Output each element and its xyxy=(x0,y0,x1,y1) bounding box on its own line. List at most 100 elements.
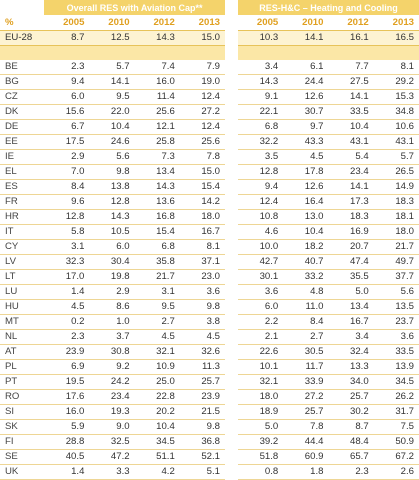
cell-value: 14.1 xyxy=(328,89,374,105)
cell-value: 4.2 xyxy=(134,464,180,480)
cell-value: 1.0 xyxy=(89,314,135,330)
cell-value: 4.5 xyxy=(179,329,226,345)
cell-value: 3.7 xyxy=(89,329,135,345)
cell-value: 9.2 xyxy=(89,359,135,375)
cell-value: 18.1 xyxy=(373,209,419,225)
country-row: RO 17.6 23.4 22.8 23.9 18.0 27.2 25.7 26.2 xyxy=(0,389,419,405)
cell-value: 37.7 xyxy=(373,269,419,285)
cell-value: 18.0 xyxy=(373,224,419,240)
country-row: SI 16.0 19.3 20.2 21.5 18.9 25.7 30.2 31.7 xyxy=(0,404,419,420)
country-label: FI xyxy=(0,434,45,450)
cell-value: 26.5 xyxy=(373,164,419,180)
cell-value: 12.4 xyxy=(179,119,226,135)
cell-value: 17.5 xyxy=(44,134,90,150)
group-header-row: Overall RES with Aviation Cap** RES-H&C … xyxy=(0,0,419,15)
cell-value: 32.6 xyxy=(179,344,226,360)
cell-value: 21.7 xyxy=(373,239,419,255)
cell-value: 8.6 xyxy=(89,299,135,315)
cell-value: 20.7 xyxy=(328,239,374,255)
cell-value: 6.0 xyxy=(238,299,284,315)
cell-value: 10.8 xyxy=(238,209,284,225)
cell-value: 32.2 xyxy=(238,134,284,150)
cell-value: 6.7 xyxy=(44,119,90,135)
cell-value: 60.9 xyxy=(283,449,329,465)
cell-value: 2.3 xyxy=(44,60,90,75)
cell-value: 4.8 xyxy=(283,284,329,300)
country-row: HR 12.8 14.3 16.8 18.0 10.8 13.0 18.3 18.1 xyxy=(0,209,419,225)
cell-value: 3.1 xyxy=(44,239,90,255)
cell-value: 10.4 xyxy=(283,224,329,240)
cell-value: 16.9 xyxy=(328,224,374,240)
cell-value: 2.6 xyxy=(373,464,419,480)
cell-value: 27.2 xyxy=(179,104,226,120)
cell-value: 8.1 xyxy=(179,239,226,255)
cell-value: 15.0 xyxy=(179,164,226,180)
country-label: BE xyxy=(0,60,45,75)
year-header: 2012 xyxy=(328,15,374,31)
year-header: 2013 xyxy=(373,15,419,31)
cell-value: 14.2 xyxy=(179,194,226,210)
cell-value: 17.0 xyxy=(44,269,90,285)
country-row: EL 7.0 9.8 13.4 15.0 12.8 17.8 23.4 26.5 xyxy=(0,164,419,180)
cell-value: 19.5 xyxy=(44,374,90,390)
country-label: CY xyxy=(0,239,45,255)
cell-value: 0.8 xyxy=(238,464,284,480)
cell-value: 9.4 xyxy=(238,179,284,195)
cell-value: 34.5 xyxy=(373,374,419,390)
cell-value: 33.9 xyxy=(283,374,329,390)
cell-value: 7.8 xyxy=(179,149,226,165)
cell-value: 15.0 xyxy=(179,30,226,46)
country-row: LT 17.0 19.8 21.7 23.0 30.1 33.2 35.5 37.7 xyxy=(0,269,419,285)
country-row: FR 9.6 12.8 13.6 14.2 12.4 16.4 17.3 18.3 xyxy=(0,194,419,210)
cell-value: 5.0 xyxy=(238,419,284,435)
cell-value: 10.5 xyxy=(89,224,135,240)
cell-value: 25.7 xyxy=(179,374,226,390)
cell-value: 2.9 xyxy=(89,284,135,300)
cell-value: 43.1 xyxy=(328,134,374,150)
cell-value: 3.4 xyxy=(328,329,374,345)
cell-value: 10.0 xyxy=(238,239,284,255)
cell-value: 25.0 xyxy=(134,374,180,390)
cell-value: 50.9 xyxy=(373,434,419,450)
country-row: MT 0.2 1.0 2.7 3.8 2.2 8.4 16.7 23.7 xyxy=(0,314,419,330)
cell-value: 14.1 xyxy=(328,179,374,195)
cell-value: 35.5 xyxy=(328,269,374,285)
cell-value: 52.1 xyxy=(179,449,226,465)
cell-value: 22.6 xyxy=(238,344,284,360)
cell-value: 19.0 xyxy=(179,74,226,90)
country-label: LV xyxy=(0,254,45,270)
cell-value: 15.3 xyxy=(373,89,419,105)
group-header-res-hc: RES-H&C – Heating and Cooling xyxy=(238,0,419,15)
country-label: EE xyxy=(0,134,45,150)
country-row: IE 2.9 5.6 7.3 7.8 3.5 4.5 5.4 5.7 xyxy=(0,149,419,165)
cell-value: 31.7 xyxy=(373,404,419,420)
cell-value: 28.8 xyxy=(44,434,90,450)
cell-value: 27.2 xyxy=(283,389,329,405)
cell-value: 7.9 xyxy=(179,60,226,75)
cell-value: 10.1 xyxy=(238,359,284,375)
cell-value: 21.7 xyxy=(134,269,180,285)
cell-value: 14.3 xyxy=(134,179,180,195)
cell-value: 13.0 xyxy=(283,209,329,225)
group-header-overall-res: Overall RES with Aviation Cap** xyxy=(44,0,226,15)
cell-value: 19.8 xyxy=(89,269,135,285)
cell-value: 48.4 xyxy=(328,434,374,450)
cell-value: 13.4 xyxy=(134,164,180,180)
cell-value: 30.7 xyxy=(283,104,329,120)
cell-value: 20.2 xyxy=(134,404,180,420)
cell-value: 9.8 xyxy=(89,164,135,180)
cell-value: 11.7 xyxy=(283,359,329,375)
cell-value: 16.5 xyxy=(373,30,419,46)
cell-value: 23.7 xyxy=(373,314,419,330)
cell-value: 12.6 xyxy=(283,179,329,195)
cell-value: 1.8 xyxy=(283,464,329,480)
country-label: BG xyxy=(0,74,45,90)
cell-value: 12.8 xyxy=(44,209,90,225)
cell-value: 5.7 xyxy=(89,60,135,75)
cell-value: 23.9 xyxy=(179,389,226,405)
cell-value: 11.3 xyxy=(179,359,226,375)
cell-value: 9.8 xyxy=(179,299,226,315)
cell-value: 16.4 xyxy=(283,194,329,210)
